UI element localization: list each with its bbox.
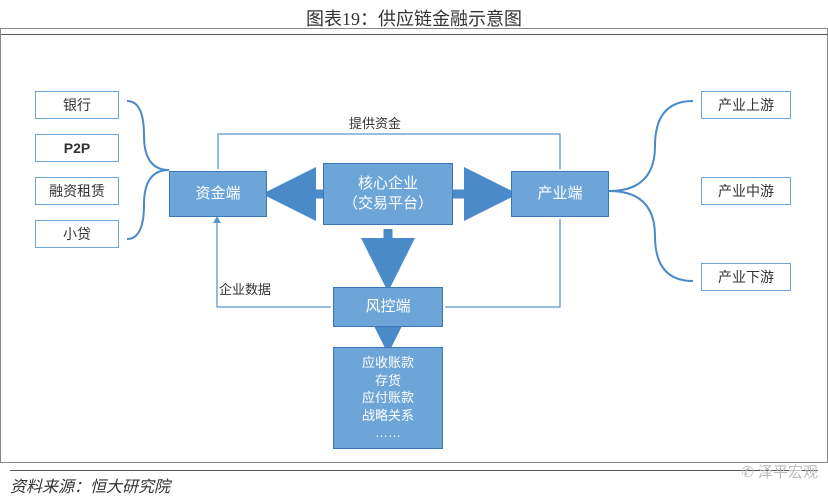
source-footer: 资料来源：恒大研究院 bbox=[10, 470, 818, 497]
node-industry: 产业端 bbox=[511, 171, 609, 217]
node-p2p: P2P bbox=[35, 134, 119, 162]
node-capital: 资金端 bbox=[169, 171, 267, 217]
thin-arrowhead-0 bbox=[213, 216, 221, 223]
node-up: 产业上游 bbox=[701, 91, 791, 119]
node-lease: 融资租赁 bbox=[35, 177, 119, 205]
node-micro: 小贷 bbox=[35, 220, 119, 248]
diagram-canvas: 资金端 核心企业 （交易平台） 产业端风控端应收账款 存货 应付账款 战略关系 ……… bbox=[0, 28, 828, 463]
connector-1 bbox=[445, 219, 560, 307]
node-bank: 银行 bbox=[35, 91, 119, 119]
watermark: ✆ 泽平宏观 bbox=[741, 461, 818, 482]
bracket-right bbox=[609, 101, 693, 281]
node-risk: 风控端 bbox=[333, 287, 443, 327]
node-core: 核心企业 （交易平台） bbox=[323, 163, 453, 225]
node-list: 应收账款 存货 应付账款 战略关系 …… bbox=[333, 347, 443, 449]
node-mid: 产业中游 bbox=[701, 177, 791, 205]
edge-label-funds: 提供资金 bbox=[349, 113, 401, 132]
edge-label-data: 企业数据 bbox=[219, 279, 271, 298]
node-down: 产业下游 bbox=[701, 263, 791, 291]
bracket-left bbox=[127, 101, 169, 239]
